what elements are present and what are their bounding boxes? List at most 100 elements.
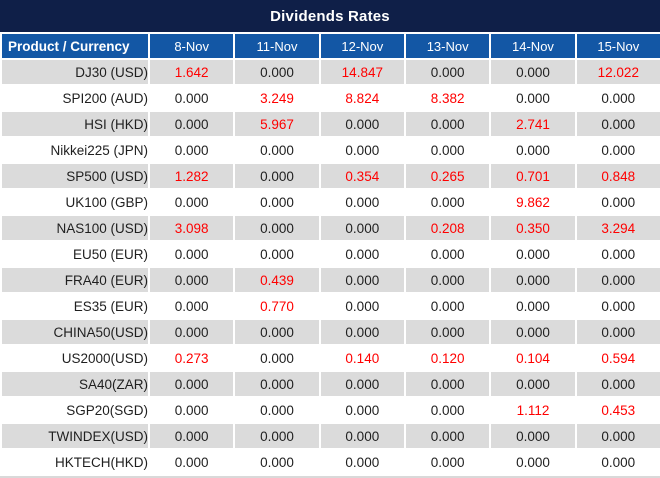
table-row: ES35 (EUR) 0.000 0.770 0.000 0.000 0.000 0.000 — [0, 292, 660, 320]
value-cell: 0.104 — [489, 344, 577, 372]
value-cell: 0.354 — [318, 162, 406, 190]
value-cell: 0.350 — [489, 214, 577, 242]
table-row: Nikkei225 (JPN) 0.000 0.000 0.000 0.000 0.000… — [0, 136, 660, 164]
value-cell: 3.249 — [233, 84, 321, 112]
product-cell: SP500 (USD) — [0, 162, 150, 190]
value-cell: 0.000 — [318, 110, 406, 138]
table-row: SGP20(SGD) 0.000 0.000 0.000 0.000 1.112 0.453 — [0, 396, 660, 424]
value-cell: 0.000 — [233, 344, 321, 372]
product-cell: SA40(ZAR) — [0, 370, 150, 398]
product-cell: UK100 (GBP) — [0, 188, 150, 216]
product-cell: ES35 (EUR) — [0, 292, 150, 320]
value-cell: 1.642 — [147, 58, 236, 86]
value-cell: 0.000 — [318, 448, 406, 476]
product-cell: SGP20(SGD) — [0, 396, 150, 424]
value-cell: 0.000 — [318, 266, 406, 294]
table-row: HSI (HKD) 0.000 5.967 0.000 0.000 2.741 0.000 — [0, 110, 660, 138]
value-cell: 0.000 — [318, 214, 406, 242]
column-header-product: Product / Currency — [0, 32, 150, 60]
value-cell: 0.000 — [574, 136, 660, 164]
value-cell: 0.000 — [233, 396, 321, 424]
value-cell: 0.000 — [147, 84, 236, 112]
value-cell: 8.382 — [403, 84, 492, 112]
table-row: HKTECH(HKD) 0.000 0.000 0.000 0.000 0.000 0.00… — [0, 448, 660, 476]
column-header-date: 14-Nov — [489, 32, 577, 60]
value-cell: 5.967 — [233, 110, 321, 138]
value-cell: 0.000 — [403, 110, 492, 138]
value-cell: 0.000 — [318, 188, 406, 216]
value-cell: 0.000 — [489, 266, 577, 294]
column-header-date: 12-Nov — [318, 32, 406, 60]
value-cell: 0.000 — [403, 136, 492, 164]
table-row: DJ30 (USD) 1.642 0.000 14.847 0.000 0.000 12.0… — [0, 58, 660, 86]
bottom-edge-sliver — [0, 476, 660, 478]
value-cell: 0.000 — [233, 188, 321, 216]
value-cell: 0.140 — [318, 344, 406, 372]
value-cell: 1.112 — [489, 396, 577, 424]
value-cell: 0.000 — [147, 292, 236, 320]
product-cell: US2000(USD) — [0, 344, 150, 372]
value-cell: 0.000 — [147, 188, 236, 216]
value-cell: 0.000 — [403, 266, 492, 294]
product-cell: CHINA50(USD) — [0, 318, 150, 346]
value-cell: 0.000 — [233, 370, 321, 398]
value-cell: 0.000 — [318, 240, 406, 268]
value-cell: 1.282 — [147, 162, 236, 190]
value-cell: 0.000 — [318, 136, 406, 164]
value-cell: 0.000 — [489, 240, 577, 268]
column-header-date: 15-Nov — [574, 32, 660, 60]
value-cell: 0.000 — [489, 58, 577, 86]
value-cell: 0.000 — [574, 448, 660, 476]
value-cell: 0.000 — [403, 396, 492, 424]
value-cell: 0.453 — [574, 396, 660, 424]
table-row: NAS100 (USD) 3.098 0.000 0.000 0.208 0.350 3.2… — [0, 214, 660, 242]
value-cell: 0.000 — [574, 110, 660, 138]
value-cell: 0.000 — [403, 240, 492, 268]
value-cell: 0.000 — [233, 422, 321, 450]
value-cell: 0.273 — [147, 344, 236, 372]
table-row: EU50 (EUR) 0.000 0.000 0.000 0.000 0.000 0.000 — [0, 240, 660, 268]
table-row: UK100 (GBP) 0.000 0.000 0.000 0.000 9.862 0.00… — [0, 188, 660, 216]
column-header-date: 11-Nov — [233, 32, 321, 60]
rates-table: Product / Currency 8-Nov 11-Nov 12-Nov 13-No… — [0, 32, 660, 476]
value-cell: 0.000 — [489, 84, 577, 112]
product-cell: EU50 (EUR) — [0, 240, 150, 268]
table-row: SA40(ZAR) 0.000 0.000 0.000 0.000 0.000 0.000 — [0, 370, 660, 398]
header-row: Product / Currency 8-Nov 11-Nov 12-Nov 13-No… — [0, 32, 660, 60]
product-cell: SPI200 (AUD) — [0, 84, 150, 112]
value-cell: 0.000 — [233, 136, 321, 164]
value-cell: 0.594 — [574, 344, 660, 372]
value-cell: 0.000 — [489, 318, 577, 346]
value-cell: 0.000 — [574, 266, 660, 294]
table-row: SP500 (USD) 1.282 0.000 0.354 0.265 0.701 0.84… — [0, 162, 660, 190]
value-cell: 0.000 — [318, 422, 406, 450]
value-cell: 0.000 — [489, 448, 577, 476]
value-cell: 0.208 — [403, 214, 492, 242]
value-cell: 0.000 — [574, 318, 660, 346]
value-cell: 0.000 — [489, 292, 577, 320]
value-cell: 0.000 — [489, 370, 577, 398]
value-cell: 0.000 — [403, 448, 492, 476]
product-cell: NAS100 (USD) — [0, 214, 150, 242]
table-row: US2000(USD) 0.273 0.000 0.140 0.120 0.104 0.59… — [0, 344, 660, 372]
value-cell: 0.770 — [233, 292, 321, 320]
value-cell: 0.000 — [403, 422, 492, 450]
product-cell: HSI (HKD) — [0, 110, 150, 138]
value-cell: 0.000 — [147, 396, 236, 424]
value-cell: 8.824 — [318, 84, 406, 112]
column-header-date: 13-Nov — [403, 32, 492, 60]
value-cell: 0.000 — [318, 370, 406, 398]
value-cell: 0.265 — [403, 162, 492, 190]
value-cell: 12.022 — [574, 58, 660, 86]
product-cell: TWINDEX(USD) — [0, 422, 150, 450]
value-cell: 3.098 — [147, 214, 236, 242]
value-cell: 0.000 — [147, 110, 236, 138]
value-cell: 9.862 — [489, 188, 577, 216]
value-cell: 0.000 — [147, 266, 236, 294]
value-cell: 0.000 — [147, 448, 236, 476]
value-cell: 0.000 — [574, 240, 660, 268]
value-cell: 14.847 — [318, 58, 406, 86]
value-cell: 0.000 — [489, 422, 577, 450]
value-cell: 3.294 — [574, 214, 660, 242]
